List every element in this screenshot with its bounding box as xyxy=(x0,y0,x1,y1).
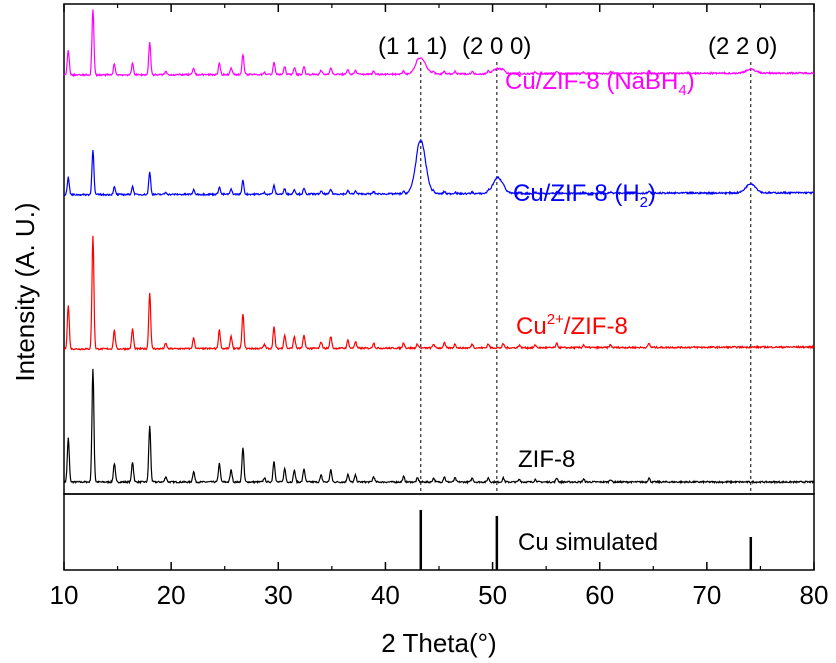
upper-panel-frame xyxy=(63,3,815,495)
x-tick-label-3: 40 xyxy=(371,580,400,610)
x-tick-label-5: 60 xyxy=(585,580,614,610)
x-tick-label-7: 80 xyxy=(800,580,829,610)
x-tick-label-2: 30 xyxy=(264,580,293,610)
peak-label-200: (2 0 0) xyxy=(462,33,531,60)
lower-panel-frame xyxy=(63,493,815,571)
series-label-h2-rest: ) xyxy=(648,180,656,207)
series-label-cu-zif8-nabh4: Cu/ZIF-8 (NaBH4) xyxy=(505,68,695,99)
x-tick-label-1: 20 xyxy=(157,580,186,610)
series-label-nabh4-sub: 4 xyxy=(678,82,686,99)
series-line-2 xyxy=(63,138,815,197)
series-label-nabh4-base: Cu/ZIF-8 (NaBH xyxy=(505,68,678,95)
x-tick-label-0: 10 xyxy=(50,580,79,610)
cu-simulated-sticks xyxy=(419,510,753,570)
series-line-3 xyxy=(63,9,815,78)
x-axis-ticks: 10 20 30 40 50 60 70 80 xyxy=(50,4,829,610)
y-axis-title: Intensity (A. U.) xyxy=(10,202,40,381)
series-label-cu2plus-base: Cu xyxy=(516,313,547,340)
series-label-h2-base: Cu/ZIF-8 (H xyxy=(513,180,640,207)
series-line-0 xyxy=(63,368,815,485)
series-label-cu2plus-rest: /ZIF-8 xyxy=(564,313,628,340)
series-label-cu-zif8-h2: Cu/ZIF-8 (H2) xyxy=(513,180,656,211)
series-label-h2-sub: 2 xyxy=(640,194,648,211)
x-tick-label-6: 70 xyxy=(692,580,721,610)
series-label-cu2plus-sup: 2+ xyxy=(547,311,564,328)
peak-label-111: (1 1 1) xyxy=(378,33,447,60)
series-label-zif8-text: ZIF-8 xyxy=(518,446,575,473)
x-axis-title: 2 Theta(°) xyxy=(381,628,496,658)
series-label-nabh4-rest: ) xyxy=(687,68,695,95)
cu-simulated-label: Cu simulated xyxy=(518,529,658,556)
reference-lines xyxy=(420,62,752,494)
series-label-cu2plus-zif8: Cu2+/ZIF-8 xyxy=(516,311,628,340)
x-tick-label-4: 50 xyxy=(478,580,507,610)
series-group xyxy=(63,9,815,485)
series-line-1 xyxy=(63,235,815,351)
series-label-zif8: ZIF-8 xyxy=(518,446,575,473)
peak-label-220: (2 2 0) xyxy=(708,33,777,60)
